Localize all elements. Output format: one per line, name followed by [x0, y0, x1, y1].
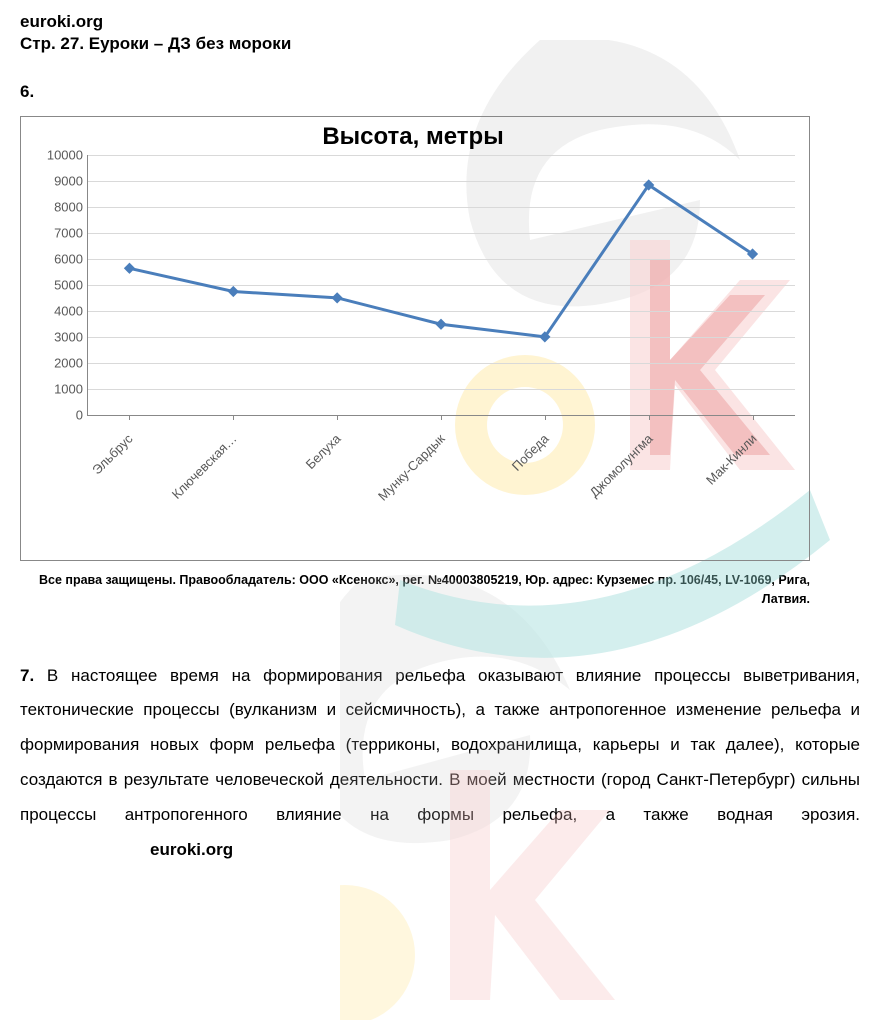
y-tick: 9000	[54, 174, 83, 189]
y-tick: 2000	[54, 356, 83, 371]
x-label: Мунку-Сардык	[375, 431, 448, 504]
chart-title: Высота, метры	[31, 123, 795, 151]
y-tick: 8000	[54, 200, 83, 215]
y-tick: 7000	[54, 226, 83, 241]
y-tick: 3000	[54, 330, 83, 345]
y-tick: 10000	[47, 148, 83, 163]
task-7-body: В настоящее время на формирования рельеф…	[20, 666, 860, 824]
site-name: euroki.org	[20, 12, 863, 32]
copyright-text: Все права защищены. Правообладатель: ООО…	[20, 571, 810, 609]
y-tick: 1000	[54, 382, 83, 397]
page-subtitle: Стр. 27. Еуроки – ДЗ без мороки	[20, 34, 863, 54]
x-label: Джомолунгма	[586, 431, 655, 500]
y-tick: 5000	[54, 278, 83, 293]
task-7-number: 7.	[20, 666, 34, 685]
x-label: Ключевская…	[169, 431, 240, 502]
footer-site-name: euroki.org	[150, 840, 233, 859]
x-label: Победа	[509, 431, 552, 474]
task-6-number: 6.	[20, 82, 863, 102]
y-tick: 4000	[54, 304, 83, 319]
height-chart: Высота, метры 0 1000 2000 3000 4000 5000 6000 7…	[20, 116, 810, 561]
x-label: Белуха	[303, 431, 344, 472]
y-tick: 0	[76, 408, 83, 423]
plot-area: 0100020003000400050006000700080009000100…	[31, 155, 795, 550]
y-tick: 6000	[54, 252, 83, 267]
task-7: 7. В настоящее время на формирования рел…	[20, 659, 860, 868]
x-label: Эльбрус	[90, 431, 136, 477]
x-label: Мак-Кинли	[702, 431, 759, 488]
